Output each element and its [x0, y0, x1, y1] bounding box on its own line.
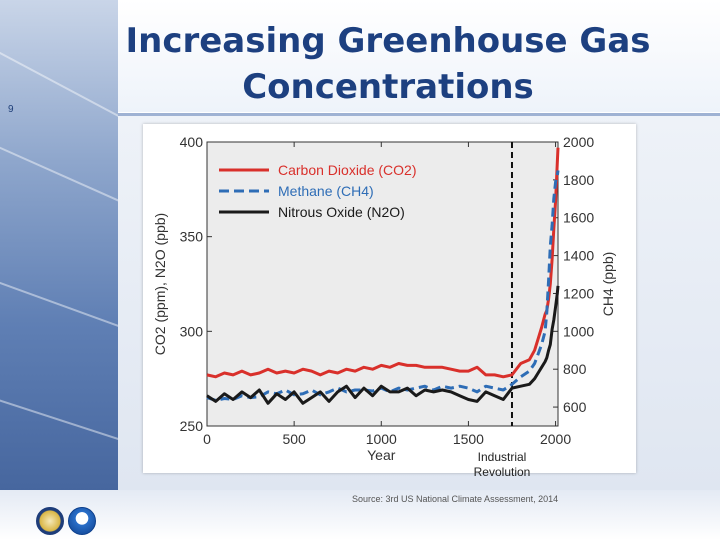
- series-line-2: [206, 285, 560, 405]
- source-note: Source: 3rd US National Climate Assessme…: [352, 494, 559, 504]
- x-tick-label-3: 1500: [453, 431, 484, 447]
- greenhouse-gas-chart: 0 500 1000 1500 2000 Year 250 300 350 400 600 800 10…: [152, 134, 616, 463]
- x-tick-label-0: 0: [203, 431, 211, 447]
- x-axis-label: Year: [367, 447, 396, 463]
- footer-bar: [0, 490, 720, 540]
- right-tick-label-5: 1600: [563, 210, 594, 226]
- department-of-commerce-seal-icon: [36, 507, 64, 535]
- left-tick-label-0: 250: [180, 418, 204, 434]
- right-tick-label-7: 2000: [563, 134, 594, 150]
- sidebar-decoration: [0, 0, 118, 540]
- right-axis-label: CH4 (ppb): [600, 252, 616, 317]
- right-tick-label-2: 1000: [563, 323, 594, 339]
- right-tick-label-1: 800: [563, 361, 587, 377]
- legend-label-0: Carbon Dioxide (CO2): [278, 162, 417, 178]
- slide-number: 9: [8, 104, 14, 115]
- left-tick-label-1: 300: [180, 323, 204, 339]
- legend-label-1: Methane (CH4): [278, 183, 374, 199]
- legend-label-2: Nitrous Oxide (N2O): [278, 204, 405, 220]
- right-tick-label-3: 1200: [563, 285, 594, 301]
- title-background: [118, 0, 720, 112]
- x-tick-label-4: 2000: [540, 431, 571, 447]
- title-divider: [118, 113, 720, 116]
- plot-area: [206, 141, 559, 427]
- left-axis-label: CO2 (ppm), N2O (ppb): [152, 213, 168, 355]
- slide-title: Increasing Greenhouse Gas Concentrations: [125, 21, 651, 107]
- x-tick-label-1: 500: [282, 431, 306, 447]
- chart-panel: 0 500 1000 1500 2000 Year 250 300 350 400 600 800 10…: [143, 124, 636, 473]
- right-tick-label-0: 600: [563, 399, 587, 415]
- right-tick-label-4: 1400: [563, 248, 594, 264]
- industrial-revolution-label: Industrial Revolution: [473, 450, 531, 479]
- left-tick-label-2: 350: [180, 229, 204, 245]
- right-tick-label-6: 1800: [563, 172, 594, 188]
- x-tick-label-2: 1000: [366, 431, 397, 447]
- noaa-logo-icon: [68, 507, 96, 535]
- left-tick-label-3: 400: [180, 134, 204, 150]
- series-line-0: [206, 147, 560, 379]
